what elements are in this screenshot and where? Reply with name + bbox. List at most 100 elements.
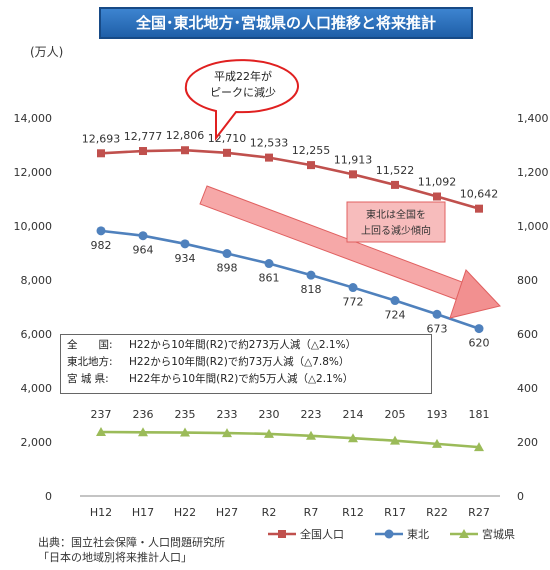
peak-callout-line: 平成22年が [214,69,272,83]
legend-marker [384,529,394,539]
source-line: 出典：国立社会保障・人口問題研究所 [38,536,225,549]
x-tick-label: R7 [304,506,319,519]
data-point [139,147,147,156]
data-point [180,427,190,437]
chart-title: 全国･東北地方･宮城県の人口推移と将来推計 [99,7,473,39]
right-tick-label: 1,000 [517,220,549,233]
data-label: 673 [427,322,448,335]
peak-callout-bubble [184,59,299,141]
left-tick-label: 8,000 [21,274,53,287]
data-label: 236 [133,408,154,421]
data-label: 982 [91,239,112,252]
left-tick-label: 0 [45,490,52,503]
x-tick-label: H27 [216,506,238,519]
legend-label: 東北 [407,528,429,541]
right-tick-label: 800 [517,274,538,287]
data-label: 230 [259,408,280,421]
note-label: 全 国: [67,339,113,351]
x-tick-label: R27 [468,506,490,519]
data-label: 12,533 [250,137,289,150]
note-text: H22から10年間(R2)で約73万人減（△7.8%） [129,356,350,368]
right-tick-label: 1,200 [517,166,549,179]
note-text: H22年から10年間(R2)で約5万人減（△2.1%） [129,373,354,385]
decline-callout-box [346,201,446,243]
left-tick-label: 2,000 [21,436,53,449]
decline-trend-arrow-head [449,269,501,319]
legend: 全国人口 東北 宮城県 [268,527,515,541]
series-line [100,229,480,330]
data-point [390,435,400,445]
left-tick-label: 4,000 [21,382,53,395]
series-line [100,430,480,449]
x-tick-label: R2 [262,506,277,519]
data-label: 205 [385,408,406,421]
data-label: 818 [301,283,322,296]
data-label: 214 [343,408,364,421]
legend-label: 全国人口 [300,527,344,541]
data-label: 772 [343,296,364,309]
axes: (万人) 0 2,000 4,000 6,000 8,000 10,000 12,000 14,… [14,45,549,519]
data-label: 11,522 [376,164,415,177]
data-point [96,427,106,437]
note-label: 宮 城 県: [67,373,109,385]
decline-callout-line: 上回る減少傾向 [361,224,431,237]
data-label: 12,777 [124,130,163,143]
data-label: 861 [259,272,280,285]
data-label: 181 [469,408,490,421]
data-point [264,259,274,269]
series-lines: 12,693 12,777 12,806 12,710 12,53312,25511,9… [82,129,499,452]
note-row-tohoku: 東北地方: H22から10年間(R2)で約73万人減（△7.8%） [67,354,431,371]
data-point [181,146,189,155]
data-point [180,239,190,249]
data-point [307,161,315,170]
source-line: 「日本の地域別将来推計人口」 [38,551,192,564]
left-tick-label: 14,000 [14,112,53,125]
data-label: 10,642 [460,188,499,201]
data-point [223,148,231,157]
data-label: 223 [301,408,322,421]
data-point [432,309,442,319]
data-label: 724 [385,309,406,322]
right-tick-label: 0 [517,490,524,503]
data-point [306,430,316,440]
data-point [349,170,357,179]
data-point [348,283,358,293]
data-label: 12,255 [292,144,331,157]
data-point [138,427,148,437]
x-tick-label: H22 [174,506,196,519]
legend-label: 宮城県 [482,527,515,541]
data-label: 898 [217,262,238,275]
source-credit: 出典：国立社会保障・人口問題研究所 「日本の地域別将来推計人口」 [38,535,225,565]
data-label: 12,806 [166,129,205,142]
data-point [474,324,484,334]
right-tick-label: 400 [517,382,538,395]
note-row-national: 全 国: H22から10年間(R2)で約273万人減（△2.1%） [67,337,431,354]
x-tick-label: H12 [90,506,112,519]
data-label: 934 [175,252,196,265]
data-point [97,149,105,158]
legend-marker [278,530,286,538]
data-label: 233 [217,408,238,421]
data-label: 237 [91,408,112,421]
data-point [433,192,441,201]
right-tick-label: 200 [517,436,538,449]
data-point [306,270,316,280]
data-point [432,438,442,448]
data-point [264,428,274,438]
data-point [138,231,148,241]
data-label: 11,092 [418,176,457,189]
data-point [390,296,400,306]
left-tick-label: 12,000 [14,166,53,179]
y-unit-label: (万人) [30,45,63,59]
data-point [475,204,483,213]
data-point [96,226,106,236]
left-tick-label: 10,000 [14,220,53,233]
x-tick-label: R22 [426,506,448,519]
data-label: 12,710 [208,132,247,145]
x-tick-label: H17 [132,506,154,519]
data-label: 11,913 [334,153,373,166]
legend-marker [459,529,469,538]
data-point [391,180,399,189]
